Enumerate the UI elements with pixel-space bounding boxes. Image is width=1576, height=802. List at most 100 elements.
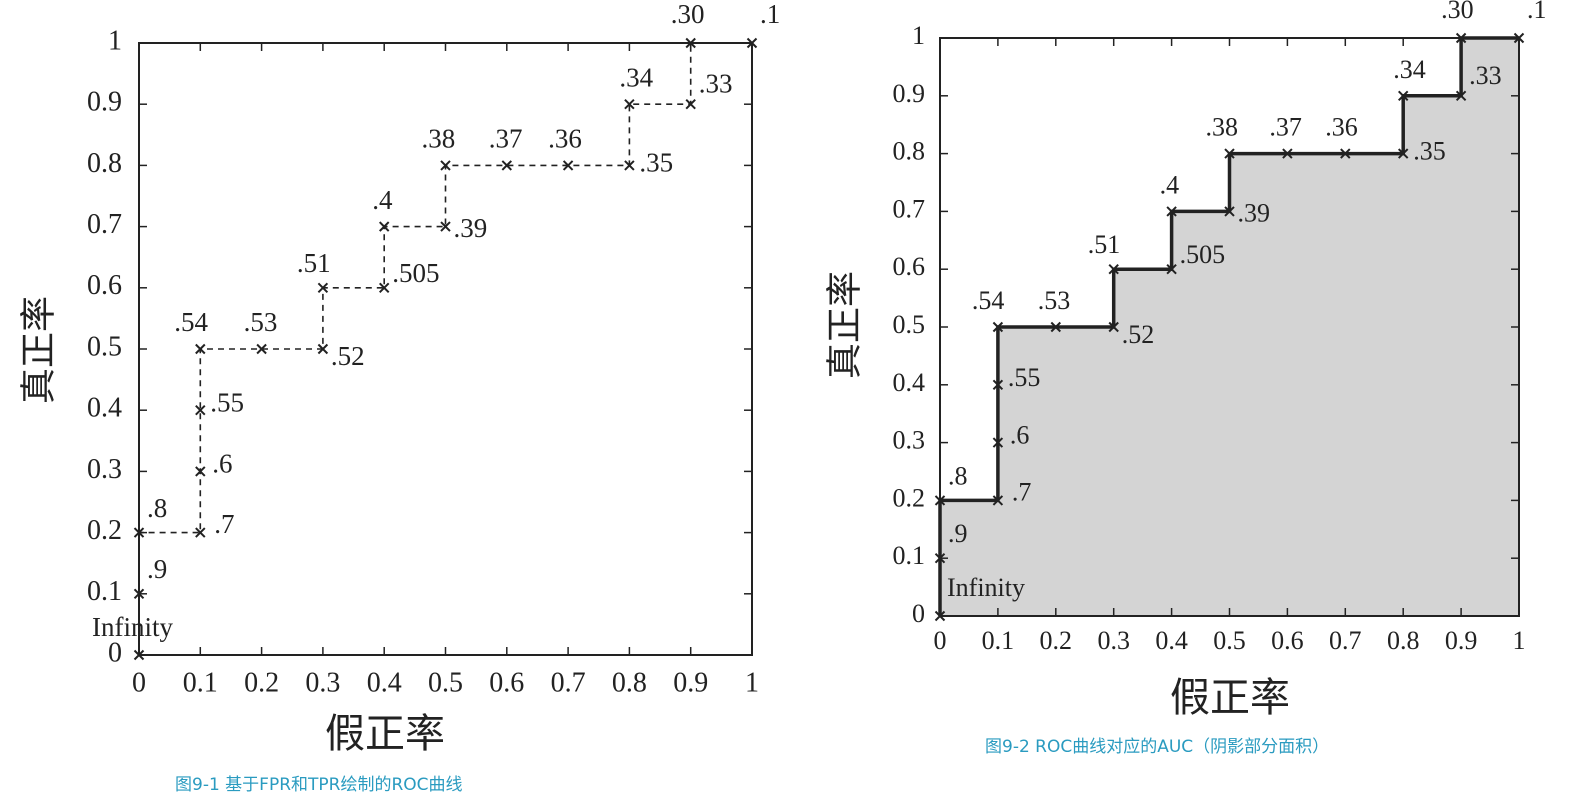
point-marker [1513,32,1525,44]
point-label: .6 [212,449,232,479]
x-tick-label: 0.3 [1097,626,1130,655]
y-tick-label: 0.1 [893,541,926,570]
point-label: .7 [1012,477,1032,506]
point-label: .33 [699,68,733,98]
chart: 0 0.1 0.2 0.3 0.4 0.5 0.6 0.7 0.8 0.9 1 0 0.1 0.2 0.3 0… [824,0,1546,757]
point-label: .52 [331,341,365,371]
y-tick-label: 0 [108,637,122,668]
x-tick-label: 0.2 [244,667,279,698]
y-tick-label: 0.8 [87,148,122,179]
point-marker [317,343,329,355]
point-label: .8 [147,493,167,523]
point-label: .505 [392,258,439,288]
point-marker [501,160,513,171]
point-label: .38 [422,124,456,154]
point-label: .30 [1441,0,1474,24]
point-label: .36 [548,124,582,154]
point-marker [992,495,1004,506]
point-marker [195,466,206,477]
point-label: .39 [1238,198,1271,227]
x-tick-label: 1 [1513,626,1526,655]
point-label: .51 [297,248,331,278]
point-marker [317,282,329,294]
x-tick-label: 0.6 [489,667,524,698]
point-marker [1108,321,1119,333]
point-marker [440,221,451,232]
point-marker [195,527,206,538]
point-marker [1340,148,1351,159]
point-marker [133,527,145,538]
point-label: .52 [1122,320,1155,349]
caption: 图9-2 ROC曲线对应的AUC（阴影部分面积） [985,737,1329,757]
point-marker [934,610,946,622]
point-label: Infinity [92,612,173,642]
x-tick-label: 0.4 [367,667,402,698]
point-label: .9 [147,554,167,584]
y-tick-label: 1 [108,25,122,56]
point-label: .4 [372,185,393,215]
point-label: .8 [948,461,968,490]
point-marker [133,649,145,661]
point-label: .55 [210,387,244,417]
point-marker [256,343,267,355]
point-label: .6 [1010,421,1030,450]
point-marker [1455,32,1467,44]
y-axis-label: 真正率 [18,296,58,404]
point-label: .53 [1038,286,1071,315]
x-tick-label: 0.5 [428,667,463,698]
x-tick-label: 0.3 [305,667,340,698]
y-tick-label: 0.4 [893,368,926,397]
point-label: .9 [948,519,968,548]
point-label: .35 [1413,137,1446,166]
point-label: .4 [1160,170,1180,199]
point-marker [934,552,946,564]
point-marker [1397,148,1409,159]
y-tick-label: 0.3 [893,426,926,455]
x-tick-label: 0.8 [612,667,647,698]
y-tick-label: 0.5 [893,310,926,339]
point-label: .35 [639,148,673,178]
chart: 0 0.1 0.2 0.3 0.4 0.5 0.6 0.7 0.8 0.9 1 0 0.1 0.2 0.3 0… [18,0,780,795]
x-tick-label: 0.2 [1040,626,1073,655]
y-tick-label: 0.3 [87,454,122,485]
point-label: .34 [619,62,653,92]
point-label: .38 [1206,113,1239,142]
y-tick-label: 0.2 [893,483,926,512]
point-marker [624,98,635,110]
point-marker [1166,206,1177,217]
point-marker [1282,148,1293,159]
y-tick-label: 0 [912,599,925,628]
point-label: .51 [1088,230,1121,259]
point-marker [133,588,145,600]
point-label: .36 [1325,113,1358,142]
point-label: .37 [1269,113,1302,142]
y-tick-label: 0.5 [87,331,122,362]
y-tick-label: 0.2 [87,515,122,546]
point-marker [1224,206,1235,217]
point-marker [195,404,206,416]
y-tick-label: 0.1 [87,576,122,607]
point-marker [378,221,390,232]
point-marker [746,37,758,49]
point-label: .54 [174,307,208,337]
y-tick-label: 0.9 [87,87,122,118]
point-marker [562,160,574,171]
point-marker [624,160,635,171]
point-marker [440,160,451,171]
y-tick-label: 0.7 [893,194,926,223]
point-marker [1108,263,1119,275]
point-label: .1 [1527,0,1547,24]
point-label: .7 [214,509,234,539]
point-label: .1 [760,0,780,29]
y-tick-label: 0.7 [87,209,122,240]
x-tick-label: 0.9 [1445,626,1478,655]
x-axis-label: 假正率 [1170,675,1290,720]
y-tick-label: 0.4 [87,393,122,424]
x-tick-label: 0.5 [1213,626,1246,655]
point-label: .30 [671,0,705,29]
point-label: .34 [1393,55,1426,84]
x-tick-label: 0.7 [551,667,586,698]
y-axis-label: 真正率 [824,271,864,379]
point-label: .53 [244,307,278,337]
